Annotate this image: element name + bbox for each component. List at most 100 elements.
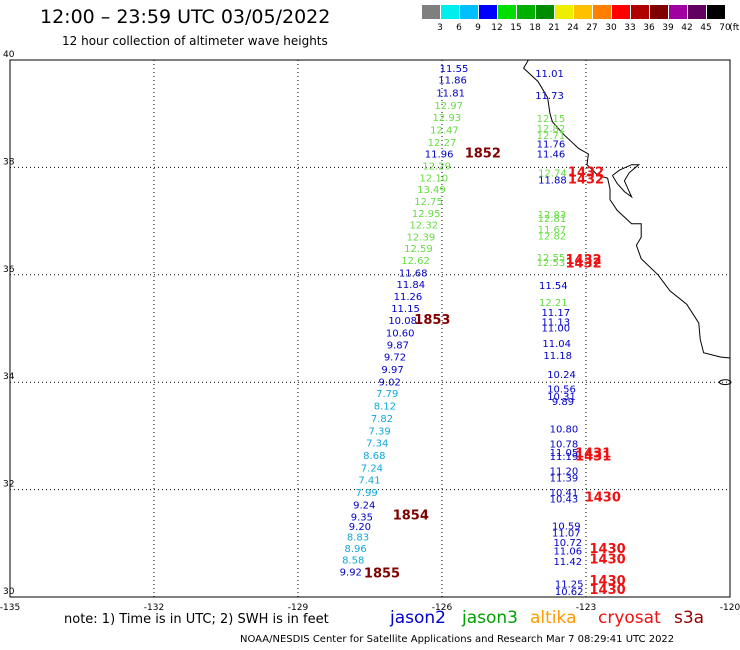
pass-time-label: 1854 xyxy=(393,509,429,524)
lon-tick-label: -135 xyxy=(0,603,20,613)
colorbar-swatch xyxy=(593,5,611,19)
wave-height-label: 12.32 xyxy=(409,221,438,232)
wave-height-label: 8.12 xyxy=(374,402,396,413)
wave-height-label: 11.54 xyxy=(539,281,568,292)
colorbar-swatch xyxy=(669,5,687,19)
wave-height-label: 8.83 xyxy=(347,533,369,544)
lat-tick-label: 34 xyxy=(3,372,15,382)
wave-height-label: 9.35 xyxy=(351,513,373,524)
wave-height-label: 7.79 xyxy=(376,389,398,400)
wave-height-label: 10.31 xyxy=(547,392,576,403)
colorbar-label: 45 xyxy=(700,23,712,33)
colorbar-swatch xyxy=(460,5,478,19)
colorbar-label: 3 xyxy=(437,23,443,33)
wave-height-label: 11.17 xyxy=(541,308,570,319)
wave-height-label: 12.47 xyxy=(430,126,459,137)
satellite-legend-item: s3a xyxy=(674,608,705,628)
lat-tick-label: 32 xyxy=(3,480,14,490)
wave-height-label: 9.02 xyxy=(379,377,401,388)
wave-height-label: 10.41 xyxy=(550,488,579,499)
wave-height-label: 11.26 xyxy=(394,292,423,303)
pass-time-label: 1430 xyxy=(590,583,626,598)
pass-time-label: 1432 xyxy=(568,173,604,188)
pass-time-label: 1852 xyxy=(465,147,501,162)
wave-height-label: 8.68 xyxy=(363,451,385,462)
wave-height-label: 10.78 xyxy=(550,440,579,451)
lat-tick-label: 40 xyxy=(3,50,15,60)
wave-height-label: 11.55 xyxy=(440,64,469,75)
satellite-legend-item: altika xyxy=(530,608,577,628)
wave-height-label: 10.59 xyxy=(552,521,581,532)
wave-height-label: 11.13 xyxy=(541,317,570,328)
wave-height-label: 11.15 xyxy=(391,304,420,315)
wave-height-label: 10.56 xyxy=(547,384,576,395)
colorbar-swatch xyxy=(612,5,630,19)
wave-height-label: 13.49 xyxy=(417,185,446,196)
pass-time-label: 1431 xyxy=(575,450,611,465)
colorbar-label: 27 xyxy=(586,23,598,33)
wave-height-label: 11.19 xyxy=(550,452,579,463)
graticule xyxy=(10,60,730,597)
map-frame xyxy=(9,59,731,598)
wave-height-label: 11.01 xyxy=(535,69,564,80)
pass-time-label: 1432 xyxy=(566,253,602,268)
satellite-legend-item: cryosat xyxy=(598,608,661,628)
wave-height-label: 11.46 xyxy=(537,150,566,161)
colorbar-label: 9 xyxy=(475,23,481,33)
pass-time-label: 1432 xyxy=(566,256,602,271)
coastline xyxy=(522,59,732,386)
lon-tick-label: -120 xyxy=(720,603,740,613)
wave-height-label: 12.53 xyxy=(537,258,566,269)
colorbar-label: 15 xyxy=(510,23,522,33)
wave-height-label: 11.88 xyxy=(538,176,567,187)
pass-time-label: 1430 xyxy=(590,542,626,557)
lon-tick-label: -126 xyxy=(432,603,453,613)
wave-height-label: 11.42 xyxy=(553,557,582,568)
bay-outline xyxy=(611,164,641,199)
colorbar-swatch xyxy=(555,5,573,19)
colorbar-label: 6 xyxy=(456,23,462,33)
wave-height-label: 12.59 xyxy=(404,244,433,255)
lon-tick-label: -129 xyxy=(288,603,309,613)
pass-time-label: 1430 xyxy=(590,553,626,568)
colorbar-label: 21 xyxy=(548,23,560,33)
wave-height-label: 12.10 xyxy=(420,173,449,184)
legend-note: note: 1) Time is in UTC; 2) SWH is in fe… xyxy=(64,612,329,627)
colorbar-label: 24 xyxy=(567,23,579,33)
wave-height-label: 8.58 xyxy=(342,556,364,567)
wave-height-label: 12.39 xyxy=(407,232,436,243)
lat-tick-label: 36 xyxy=(3,265,15,275)
colorbar-swatch xyxy=(536,5,554,19)
pass-time-label: 1853 xyxy=(414,313,450,328)
wave-height-label: 12.75 xyxy=(414,197,443,208)
wave-height-label: 11.25 xyxy=(555,579,584,590)
colorbar-label: 12 xyxy=(491,23,503,33)
colorbar-swatch xyxy=(441,5,459,19)
wave-height-label: 9.87 xyxy=(387,340,409,351)
colorbar-swatch xyxy=(479,5,497,19)
wave-height-label: 9.92 xyxy=(340,568,362,579)
wave-height-label: 10.62 xyxy=(555,587,584,598)
colorbar-swatch xyxy=(631,5,649,19)
wave-height-label: 12.71 xyxy=(537,131,566,142)
wave-height-label: 7.34 xyxy=(366,439,388,450)
wave-height-label: 11.06 xyxy=(553,547,582,558)
wave-height-label: 10.24 xyxy=(547,370,576,381)
wave-height-label: 12.21 xyxy=(539,298,568,309)
wave-height-label: 12.27 xyxy=(428,138,457,149)
lat-tick-label: 30 xyxy=(3,587,15,597)
colorbar-swatch xyxy=(422,5,440,19)
wave-height-label: 11.86 xyxy=(438,76,467,87)
footer-credit: NOAA/NESDIS Center for Satellite Applica… xyxy=(240,634,675,645)
pass-time-label: 1855 xyxy=(364,567,400,582)
wave-height-label: 10.60 xyxy=(386,329,415,340)
lon-tick-label: -123 xyxy=(576,603,596,613)
wave-height-label: 11.00 xyxy=(541,324,570,335)
colorbar-swatch xyxy=(707,5,725,19)
wave-height-label: 9.89 xyxy=(552,397,574,408)
wave-height-label: 11.84 xyxy=(396,280,425,291)
wave-height-label: 7.41 xyxy=(358,476,380,487)
wave-height-label: 7.99 xyxy=(356,488,378,499)
colorbar-label: 30 xyxy=(605,23,617,33)
